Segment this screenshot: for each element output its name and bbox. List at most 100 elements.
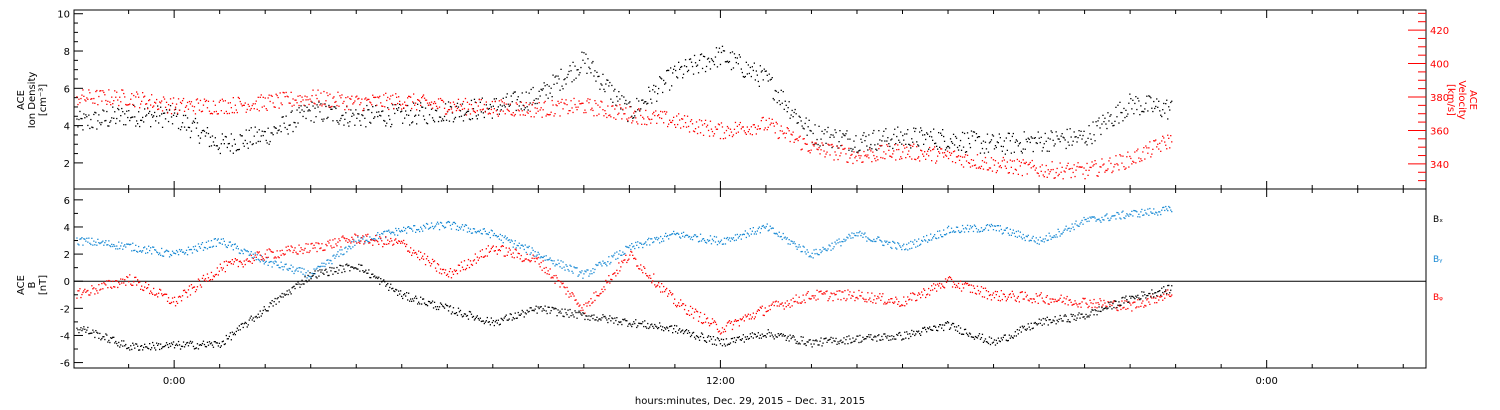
bz-series-point bbox=[136, 284, 138, 286]
by-series-point bbox=[831, 242, 833, 244]
ion-density-series-point bbox=[258, 129, 260, 131]
velocity-series-point bbox=[787, 128, 789, 130]
by-series-point bbox=[1148, 214, 1150, 216]
velocity-series-point bbox=[206, 107, 209, 109]
bx-series-point bbox=[440, 303, 443, 305]
bx-series-point bbox=[405, 295, 407, 297]
velocity-series-point bbox=[154, 101, 156, 103]
left-y-tick-label: 6 bbox=[64, 84, 70, 95]
bz-series-point bbox=[313, 244, 315, 246]
bz-series-point bbox=[1133, 301, 1135, 303]
velocity-series-point bbox=[479, 109, 481, 111]
velocity-series-point bbox=[425, 99, 428, 101]
bx-series-point bbox=[445, 304, 448, 307]
by-series-point bbox=[828, 244, 830, 246]
by-series-point bbox=[866, 240, 868, 242]
bz-series-point bbox=[80, 296, 82, 299]
ion-density-series-point bbox=[513, 91, 515, 93]
velocity-series-point bbox=[399, 100, 401, 102]
by-series-point bbox=[803, 246, 805, 248]
velocity-series-point bbox=[117, 99, 119, 101]
velocity-series-point bbox=[611, 105, 613, 107]
by-series-point bbox=[1151, 212, 1153, 214]
bz-series-point bbox=[869, 297, 871, 299]
velocity-series-point bbox=[509, 103, 511, 105]
velocity-series-point bbox=[649, 118, 651, 121]
bz-series-point bbox=[406, 243, 408, 246]
ion-density-series-point bbox=[501, 105, 503, 107]
ion-density-series-point bbox=[472, 108, 475, 110]
velocity-series-point bbox=[1005, 167, 1007, 169]
bz-series-point bbox=[331, 247, 333, 249]
bx-series-point bbox=[435, 308, 438, 311]
by-series-point bbox=[1070, 227, 1072, 230]
ion-density-series-point bbox=[874, 144, 876, 146]
ion-density-series-point bbox=[1126, 115, 1128, 117]
velocity-series-point bbox=[513, 115, 515, 117]
by-series-point bbox=[644, 242, 646, 244]
bx-series-point bbox=[347, 265, 349, 267]
by-series-point bbox=[1120, 218, 1122, 220]
bz-series-point bbox=[161, 293, 163, 295]
bz-series-point bbox=[438, 272, 441, 274]
bz-series-point bbox=[609, 282, 611, 284]
velocity-series-point bbox=[88, 89, 90, 91]
bx-series-point bbox=[345, 264, 347, 266]
bz-series-point bbox=[443, 272, 446, 274]
bz-series-point bbox=[930, 289, 932, 292]
by-series-point bbox=[99, 242, 101, 245]
by-series-point bbox=[1119, 217, 1121, 219]
by-series-point bbox=[396, 229, 398, 232]
ion-density-series-point bbox=[1026, 141, 1028, 143]
ion-density-series-point bbox=[82, 129, 84, 131]
bx-series-point bbox=[556, 315, 558, 317]
by-series-point bbox=[537, 251, 539, 253]
ion-density-series-point bbox=[871, 148, 873, 150]
bz-series-point bbox=[792, 297, 794, 299]
by-series-point bbox=[95, 241, 97, 243]
bz-series-point bbox=[294, 247, 296, 249]
by-series-point bbox=[800, 251, 802, 253]
by-series-point bbox=[705, 242, 708, 244]
ion-density-series-point bbox=[356, 117, 358, 119]
ion-density-series-point bbox=[558, 78, 560, 80]
bx-series-point bbox=[168, 343, 171, 345]
by-series-point bbox=[454, 222, 457, 225]
by-series-point bbox=[237, 248, 239, 250]
bz-series-point bbox=[373, 239, 375, 241]
bx-series-point bbox=[426, 305, 429, 307]
ion-density-series-point bbox=[946, 145, 949, 148]
bx-series-point bbox=[201, 342, 204, 345]
bz-series-point bbox=[144, 286, 146, 288]
bx-series-point bbox=[379, 283, 381, 285]
ion-density-series-point bbox=[1141, 110, 1143, 113]
velocity-series-point bbox=[913, 143, 915, 145]
bx-series-point bbox=[408, 292, 410, 294]
velocity-series-point bbox=[454, 106, 457, 108]
bz-series-point bbox=[420, 251, 422, 253]
bz-series-point bbox=[898, 301, 900, 303]
velocity-series-point bbox=[247, 103, 249, 106]
by-series-point bbox=[941, 236, 943, 238]
bz-series-point bbox=[1024, 291, 1026, 294]
velocity-series-point bbox=[534, 107, 536, 109]
bz-series-point bbox=[837, 298, 839, 300]
ion-density-series-point bbox=[1087, 137, 1089, 139]
bz-series-point bbox=[385, 236, 387, 238]
by-series-point bbox=[702, 238, 705, 240]
by-series-point bbox=[121, 242, 123, 244]
by-series-point bbox=[891, 247, 893, 250]
by-series-point bbox=[493, 232, 495, 235]
by-series-point bbox=[1169, 206, 1171, 209]
velocity-series-point bbox=[846, 161, 848, 163]
by-series-point bbox=[713, 235, 716, 238]
velocity-series-point bbox=[152, 106, 154, 108]
bz-series-point bbox=[615, 275, 617, 277]
by-series-point bbox=[390, 233, 392, 235]
bz-series-point bbox=[1169, 295, 1171, 297]
by-series-point bbox=[360, 237, 362, 239]
bz-series-point bbox=[876, 298, 878, 300]
velocity-series-point bbox=[441, 99, 444, 102]
velocity-series-point bbox=[470, 104, 473, 106]
ion-density-series-point bbox=[540, 88, 542, 90]
